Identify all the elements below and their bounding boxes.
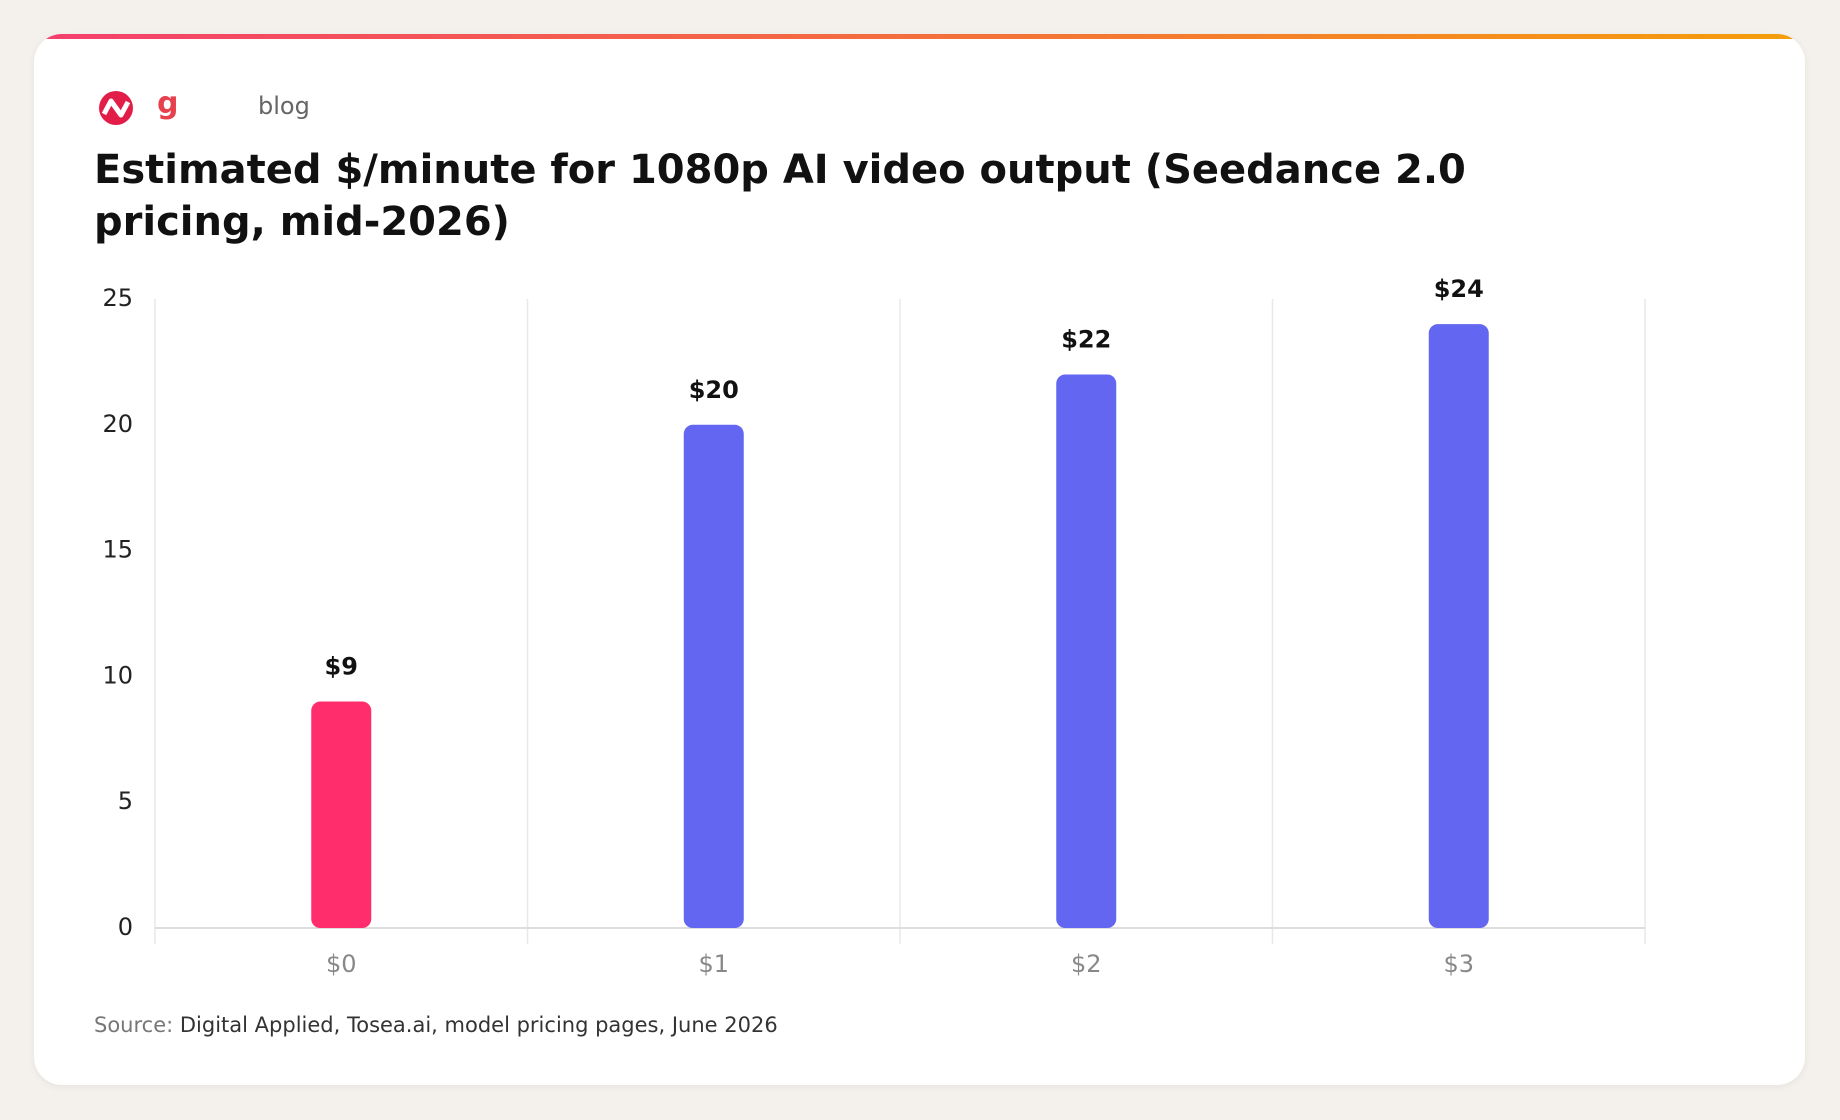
logo-text[interactable]: g <box>157 86 179 121</box>
x-tick-label: $2 <box>1071 950 1102 978</box>
bar <box>683 424 744 928</box>
bar <box>1056 374 1117 929</box>
chart: 0 5 10 15 20 25 $0 $9 $1 $20 $2 $22 $3 $24 <box>102 275 1646 978</box>
y-tick-label: 25 <box>102 284 133 312</box>
nav-link[interactable]: blog <box>258 92 310 120</box>
card: g blog Estimated $/minute for 1080p AI v… <box>34 34 1805 1085</box>
chart-title: Estimated $/minute for 1080p AI video ou… <box>94 147 1466 245</box>
source: Source: Digital Applied, Tosea.ai, model… <box>94 1013 778 1037</box>
accent-bar <box>34 34 1805 39</box>
x-tick-label: $3 <box>1443 950 1474 978</box>
source-label: Source: <box>94 1013 174 1037</box>
y-tick-label: 0 <box>118 913 133 941</box>
value-label: $22 <box>1061 325 1111 353</box>
value-label: $9 <box>325 653 358 681</box>
value-label: $20 <box>689 376 739 404</box>
x-tick-label: $0 <box>326 950 357 978</box>
source-text: Digital Applied, Tosea.ai, model pricing… <box>179 1013 778 1037</box>
bar <box>311 701 372 928</box>
bar <box>1428 324 1489 928</box>
value-label: $24 <box>1434 275 1484 303</box>
y-tick-label: 5 <box>118 787 133 815</box>
x-tick-label: $1 <box>698 950 729 978</box>
y-tick-label: 20 <box>102 410 133 438</box>
logo-icon <box>99 91 133 125</box>
y-tick-label: 10 <box>102 661 133 689</box>
y-tick-label: 15 <box>102 536 133 564</box>
